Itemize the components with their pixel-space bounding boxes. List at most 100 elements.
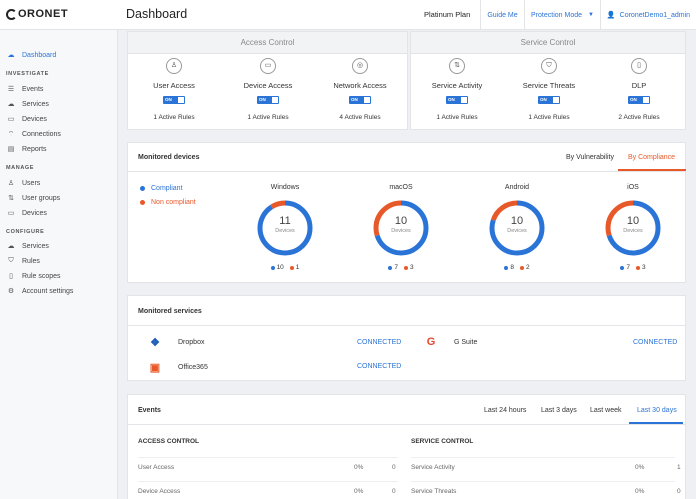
tab-last-3-days[interactable]: Last 3 days: [541, 407, 577, 414]
service-status[interactable]: CONNECTED: [633, 339, 678, 346]
service-name: Office365: [178, 363, 208, 371]
donut-chart: 10 Devices: [487, 198, 547, 258]
service-threats-toggle[interactable]: ON: [538, 96, 560, 104]
sidebar-item-connections[interactable]: ⌔ Connections: [6, 128, 61, 140]
sidebar-item-account-settings[interactable]: ⚙ Account settings: [6, 285, 74, 297]
device-total: 11: [279, 215, 291, 227]
donut-ios[interactable]: iOS 10 Devices 7 3: [588, 184, 678, 271]
guide-me-button[interactable]: Guide Me: [480, 0, 524, 30]
device-access-toggle[interactable]: ON: [257, 96, 279, 104]
event-count: 0: [392, 464, 396, 471]
sidebar-item-rule-scopes[interactable]: ▯ Rule scopes: [6, 270, 60, 282]
non-compliant-dot: [289, 265, 294, 270]
toggle-on-label: ON: [540, 97, 547, 102]
plan-label: Platinum Plan: [424, 10, 471, 19]
activity-icon: ⇅: [449, 58, 465, 74]
sidebar-item-label: Reports: [22, 145, 47, 153]
dlp-toggle[interactable]: ON: [628, 96, 650, 104]
non-compliant-count: 2: [520, 264, 530, 271]
tab-last-week[interactable]: Last week: [590, 407, 622, 414]
sidebar-item-user-groups[interactable]: ⇅ User groups: [6, 192, 60, 204]
sidebar-item-users[interactable]: ♙ Users: [6, 177, 40, 189]
event-name: User Access: [138, 464, 175, 471]
active-rules-count: 4 Active Rules: [339, 114, 381, 121]
non-compliant-value: 1: [295, 264, 300, 271]
event-row-device-access[interactable]: Device Access 0% 0: [138, 481, 398, 497]
service-status[interactable]: CONNECTED: [357, 339, 402, 346]
sidebar-item-devices[interactable]: ▭ Devices: [6, 113, 47, 125]
active-rules-count: 1 Active Rules: [528, 114, 570, 121]
active-tab-indicator: [618, 169, 686, 171]
service-control-card: Service Control ⇅ Service Activity ON 1 …: [410, 31, 686, 130]
toggle-knob: [461, 97, 467, 103]
sidebar-item-events[interactable]: ☰ Events: [6, 83, 44, 95]
access-control-heading: ACCESS CONTROL: [138, 438, 200, 445]
donut-windows[interactable]: Windows 11 Devices 10 1: [240, 184, 330, 271]
monitored-devices-card: Monitored devices By Vulnerability By Co…: [127, 142, 686, 283]
donut-svg: [489, 200, 545, 256]
compliant-dot: [504, 265, 509, 270]
service-gsuite[interactable]: G G Suite: [424, 335, 478, 349]
network-access-toggle[interactable]: ON: [349, 96, 371, 104]
event-name: Service Activity: [411, 464, 455, 471]
toggle-on-label: ON: [351, 97, 358, 102]
donut-android[interactable]: Android 10 Devices 8 2: [472, 184, 562, 271]
compliant-value: 8: [510, 264, 514, 271]
divider: [128, 424, 685, 425]
os-label: Android: [504, 184, 530, 191]
event-row-service-threats[interactable]: Service Threats 0% 0: [411, 481, 681, 497]
service-status[interactable]: CONNECTED: [357, 363, 402, 370]
legend-swatch: [140, 186, 145, 191]
compliant-count: 7: [620, 264, 630, 271]
tab-by-vulnerability[interactable]: By Vulnerability: [566, 154, 614, 161]
user-icon: 👤: [606, 12, 616, 19]
donut-svg: [373, 200, 429, 256]
donut-svg: [257, 200, 313, 256]
logo-mark-icon: [6, 8, 17, 20]
sidebar-item-label: Dashboard: [22, 51, 57, 59]
service-activity-toggle[interactable]: ON: [446, 96, 468, 104]
event-percent: 0%: [354, 488, 364, 495]
service-office365[interactable]: ▣ Office365: [148, 360, 208, 374]
shield-icon: ⛉: [8, 257, 14, 264]
toggle-knob: [643, 97, 649, 103]
donut-counts: 7 3: [356, 264, 446, 271]
event-percent: 0%: [635, 464, 645, 471]
tab-last-24-hours[interactable]: Last 24 hours: [484, 407, 527, 414]
event-row-service-activity[interactable]: Service Activity 0% 1: [411, 457, 681, 473]
tab-by-compliance[interactable]: By Compliance: [628, 154, 676, 161]
access-control-card: Access Control ♙ User Access ON 1 Active…: [127, 31, 408, 130]
devices-icon: ▭: [7, 210, 15, 217]
devices-icon: ▭: [260, 58, 276, 74]
event-row-user-access[interactable]: User Access 0% 0: [138, 457, 398, 473]
sidebar-item-configure-services[interactable]: ☁ Services: [6, 240, 49, 252]
sidebar-item-services[interactable]: ☁ Services: [6, 98, 49, 110]
sidebar-item-reports[interactable]: ▤ Reports: [6, 143, 47, 155]
sidebar-item-rules[interactable]: ⛉ Rules: [6, 255, 40, 267]
control-label: DLP: [631, 81, 647, 90]
compliant-dot: [388, 265, 393, 270]
service-dropbox[interactable]: ❖ Dropbox: [148, 335, 204, 349]
user-icon: ♙: [7, 180, 15, 187]
event-count: 0: [677, 488, 681, 495]
user-menu[interactable]: 👤 CoronetDemo1_admin: [600, 0, 696, 30]
compliant-arc: [257, 200, 313, 256]
donut-macos[interactable]: macOS 10 Devices 7 3: [356, 184, 446, 271]
donut-chart: 10 Devices: [603, 198, 663, 258]
toggle-on-label: ON: [165, 97, 172, 102]
settings-icon: ⚙: [7, 288, 15, 295]
control-label: Network Access: [333, 81, 387, 90]
sidebar-item-dashboard[interactable]: ☁ Dashboard: [6, 49, 57, 61]
coronet-logo[interactable]: ORONET: [6, 8, 68, 20]
user-access-toggle[interactable]: ON: [163, 96, 185, 104]
device-total: 10: [626, 215, 640, 227]
non-compliant-count: 3: [636, 264, 646, 271]
active-rules-count: 1 Active Rules: [153, 114, 195, 121]
tab-last-30-days[interactable]: Last 30 days: [637, 407, 677, 414]
sidebar-item-manage-devices[interactable]: ▭ Devices: [6, 207, 47, 219]
document-icon: ▯: [9, 273, 13, 280]
devices-icon: ▭: [7, 116, 15, 123]
protection-mode-dropdown[interactable]: Protection Mode ▼: [524, 0, 600, 30]
non-compliant-dot: [520, 265, 524, 270]
event-percent: 0%: [354, 464, 364, 471]
